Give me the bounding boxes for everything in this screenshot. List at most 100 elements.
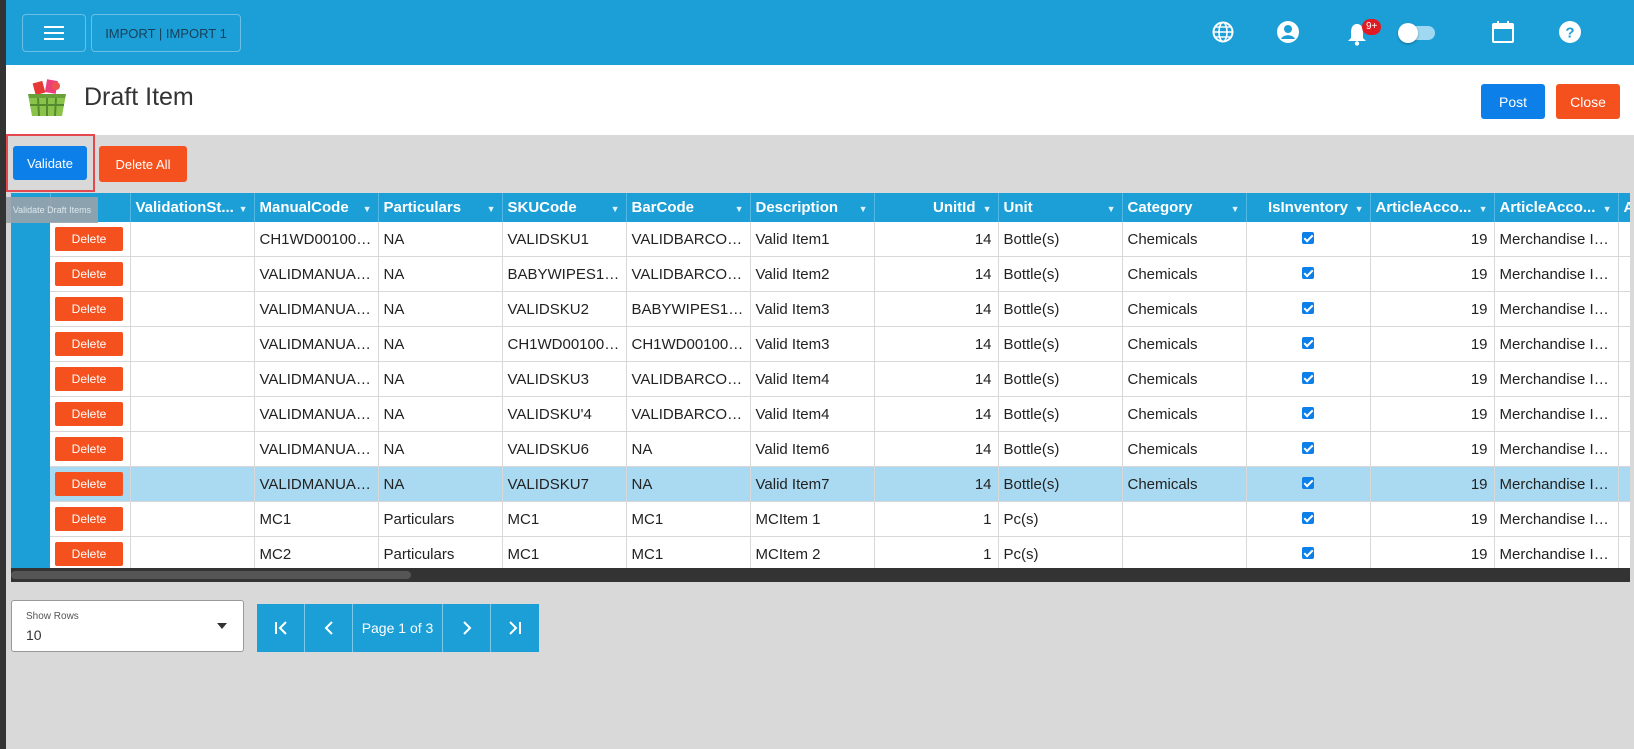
row-select-cell[interactable] xyxy=(11,361,50,397)
table-row[interactable]: Delete VALIDMANUAL8 NA VALIDSKU7 NA Valid Ite… xyxy=(11,466,1630,502)
inventory-checkbox[interactable] xyxy=(1302,336,1314,349)
menu-button[interactable] xyxy=(22,14,86,52)
delete-row-button[interactable]: Delete xyxy=(55,472,123,496)
column-header-articleaccount-name[interactable]: ArticleAcco... ▼ xyxy=(1494,193,1619,222)
filter-icon[interactable]: ▼ xyxy=(734,204,744,214)
close-button[interactable]: Close xyxy=(1556,84,1620,119)
cell-validationstatus xyxy=(130,431,255,467)
delete-row-button[interactable]: Delete xyxy=(55,227,123,251)
row-select-cell[interactable] xyxy=(11,431,50,467)
inventory-checkbox[interactable] xyxy=(1302,546,1314,559)
table-row[interactable]: Delete VALIDMANUAL1 NA BABYWIPES16... VALIDB… xyxy=(11,256,1630,292)
cell-category: Chemicals xyxy=(1122,222,1247,257)
filter-icon[interactable]: ▼ xyxy=(858,204,868,214)
column-header-isinventory[interactable]: IsInventory ▼ xyxy=(1246,193,1371,222)
delete-row-button[interactable]: Delete xyxy=(55,262,123,286)
delete-row-button[interactable]: Delete xyxy=(55,297,123,321)
draft-items-table: ValidationSt... ▼ ManualCode ▼ Particulars… xyxy=(11,193,1630,572)
globe-icon[interactable] xyxy=(1211,20,1235,44)
prev-page-button[interactable] xyxy=(305,604,353,652)
cell-particulars: Particulars xyxy=(378,501,503,537)
scrollbar-thumb[interactable] xyxy=(11,571,411,579)
inventory-checkbox[interactable] xyxy=(1302,476,1314,489)
column-header-unit[interactable]: Unit ▼ xyxy=(998,193,1123,222)
column-header-barcode[interactable]: BarCode ▼ xyxy=(626,193,751,222)
post-button[interactable]: Post xyxy=(1481,84,1545,119)
row-select-cell[interactable] xyxy=(11,536,50,572)
column-header-particulars[interactable]: Particulars ▼ xyxy=(378,193,503,222)
column-header-description[interactable]: Description ▼ xyxy=(750,193,875,222)
first-page-button[interactable] xyxy=(257,604,305,652)
cell-description: MCItem 2 xyxy=(750,536,875,572)
cell-isinventory xyxy=(1246,326,1371,362)
table-row[interactable]: Delete VALIDMANUAL4 NA VALIDSKU3 VALIDBARCOD… xyxy=(11,361,1630,397)
delete-row-button[interactable]: Delete xyxy=(55,367,123,391)
delete-row-button[interactable]: Delete xyxy=(55,507,123,531)
table-row[interactable]: Delete MC1 Particulars MC1 MC1 MCItem 1 1 Pc(s)… xyxy=(11,501,1630,537)
breadcrumb[interactable]: IMPORT | IMPORT 1 xyxy=(91,14,241,52)
table-row[interactable]: Delete MC2 Particulars MC1 MC1 MCItem 2 1 Pc(s)… xyxy=(11,536,1630,572)
cell-unit: Bottle(s) xyxy=(998,466,1123,502)
last-page-button[interactable] xyxy=(491,604,539,652)
show-rows-select[interactable]: Show Rows 10 xyxy=(11,600,244,652)
cell-truncated xyxy=(1618,466,1630,502)
table-row[interactable]: Delete VALIDMANUAL3 NA CH1WD001000... CH1WD0… xyxy=(11,326,1630,362)
row-select-cell[interactable] xyxy=(11,222,50,257)
delete-row-button[interactable]: Delete xyxy=(55,402,123,426)
filter-icon[interactable]: ▼ xyxy=(982,204,992,214)
inventory-checkbox[interactable] xyxy=(1302,441,1314,454)
next-page-button[interactable] xyxy=(443,604,491,652)
help-icon[interactable]: ? xyxy=(1558,20,1582,44)
filter-icon[interactable]: ▼ xyxy=(1478,204,1488,214)
table-row[interactable]: Delete VALIDMANUAL7 NA VALIDSKU6 NA Valid Ite… xyxy=(11,431,1630,467)
delete-row-button[interactable]: Delete xyxy=(55,437,123,461)
table-row[interactable]: Delete VALIDMANUAL5 NA VALIDSKU'4 VALIDBARCO… xyxy=(11,396,1630,432)
row-action-cell: Delete xyxy=(50,222,131,257)
delete-row-button[interactable]: Delete xyxy=(55,332,123,356)
column-header-truncated[interactable]: A xyxy=(1618,193,1630,222)
validate-button[interactable]: Validate xyxy=(13,146,87,180)
row-select-cell[interactable] xyxy=(11,466,50,502)
calendar-icon[interactable] xyxy=(1491,20,1515,44)
inventory-checkbox[interactable] xyxy=(1302,301,1314,314)
filter-icon[interactable]: ▼ xyxy=(486,204,496,214)
column-header-unitid[interactable]: UnitId ▼ xyxy=(874,193,999,222)
inventory-checkbox[interactable] xyxy=(1302,371,1314,384)
column-header-manualcode[interactable]: ManualCode ▼ xyxy=(254,193,379,222)
bell-icon[interactable] xyxy=(1346,22,1368,46)
cell-manualcode: VALIDMANUAL2 xyxy=(254,291,379,327)
inventory-checkbox[interactable] xyxy=(1302,266,1314,279)
last-page-icon xyxy=(509,621,521,635)
filter-icon[interactable]: ▼ xyxy=(1106,204,1116,214)
column-header-skucode[interactable]: SKUCode ▼ xyxy=(502,193,627,222)
column-header-category[interactable]: Category ▼ xyxy=(1122,193,1247,222)
row-select-cell[interactable] xyxy=(11,291,50,327)
filter-icon[interactable]: ▼ xyxy=(362,204,372,214)
filter-icon[interactable]: ▼ xyxy=(1230,204,1240,214)
delete-all-button[interactable]: Delete All xyxy=(99,146,187,182)
filter-icon[interactable]: ▼ xyxy=(610,204,620,214)
cell-articleaccount-id: 19 xyxy=(1370,256,1495,292)
row-select-cell[interactable] xyxy=(11,326,50,362)
column-header-validationstatus[interactable]: ValidationSt... ▼ xyxy=(130,193,255,222)
inventory-checkbox[interactable] xyxy=(1302,406,1314,419)
cell-description: Valid Item2 xyxy=(750,256,875,292)
delete-row-button[interactable]: Delete xyxy=(55,542,123,566)
row-select-cell[interactable] xyxy=(11,396,50,432)
row-select-cell[interactable] xyxy=(11,256,50,292)
horizontal-scrollbar[interactable] xyxy=(11,568,1630,582)
cell-unitid: 1 xyxy=(874,536,999,572)
theme-toggle[interactable] xyxy=(1398,23,1435,43)
filter-icon[interactable]: ▼ xyxy=(1354,204,1364,214)
column-header-articleaccount-id[interactable]: ArticleAcco... ▼ xyxy=(1370,193,1495,222)
table-row[interactable]: Delete CH1WD001000... NA VALIDSKU1 VALIDBARC… xyxy=(11,222,1630,257)
cell-articleaccount-id: 19 xyxy=(1370,222,1495,257)
inventory-checkbox[interactable] xyxy=(1302,511,1314,524)
account-icon[interactable] xyxy=(1276,20,1300,44)
filter-icon[interactable]: ▼ xyxy=(1602,204,1612,214)
row-select-cell[interactable] xyxy=(11,501,50,537)
cell-validationstatus xyxy=(130,361,255,397)
table-row[interactable]: Delete VALIDMANUAL2 NA VALIDSKU2 BABYWIPES16… xyxy=(11,291,1630,327)
inventory-checkbox[interactable] xyxy=(1302,231,1314,244)
filter-icon[interactable]: ▼ xyxy=(238,204,248,214)
